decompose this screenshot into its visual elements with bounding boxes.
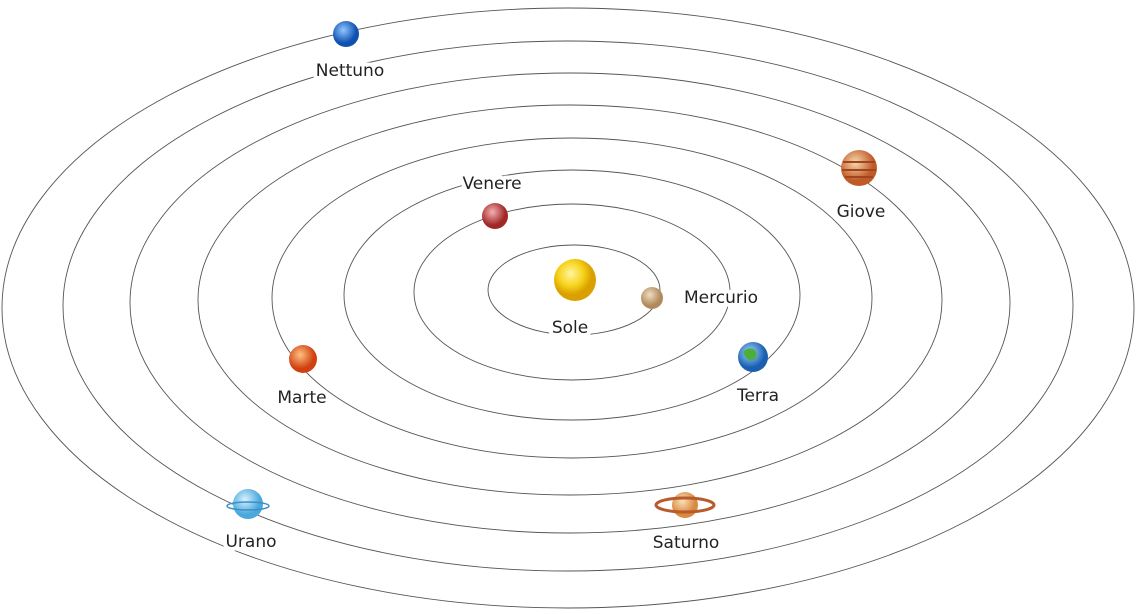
jupiter-bands (842, 161, 876, 178)
orbit (271, 137, 873, 459)
mars (289, 345, 317, 373)
planet-label: Nettuno (316, 61, 384, 81)
planet-label: Mercurio (684, 288, 758, 308)
orbits (1, 7, 1135, 609)
saturn-ring (654, 496, 716, 514)
orbit (413, 203, 731, 381)
planet-label: Urano (225, 532, 276, 552)
orbit (1, 7, 1135, 609)
orbit (197, 104, 943, 496)
planet-label: Marte (277, 388, 326, 408)
orbit (343, 169, 801, 421)
mercury (641, 287, 663, 309)
earth-land (743, 348, 757, 361)
planet-label: Terra (736, 386, 779, 406)
planet-label: Giove (837, 202, 886, 222)
planets (226, 21, 877, 519)
neptune (333, 21, 359, 47)
venus (482, 203, 508, 229)
labels: Sole Mercurio Venere Terra Marte Giove S… (221, 57, 889, 557)
jupiter (841, 150, 877, 186)
planet-label: Sole (552, 318, 588, 338)
saturn (672, 492, 698, 518)
orbit (62, 40, 1074, 572)
uranus (233, 489, 263, 519)
sun (554, 259, 596, 301)
uranus-ring (226, 501, 270, 511)
orbit (487, 244, 661, 336)
planet-label: Venere (462, 174, 521, 194)
planet-label: Saturno (653, 533, 720, 553)
orbit (129, 72, 1011, 534)
